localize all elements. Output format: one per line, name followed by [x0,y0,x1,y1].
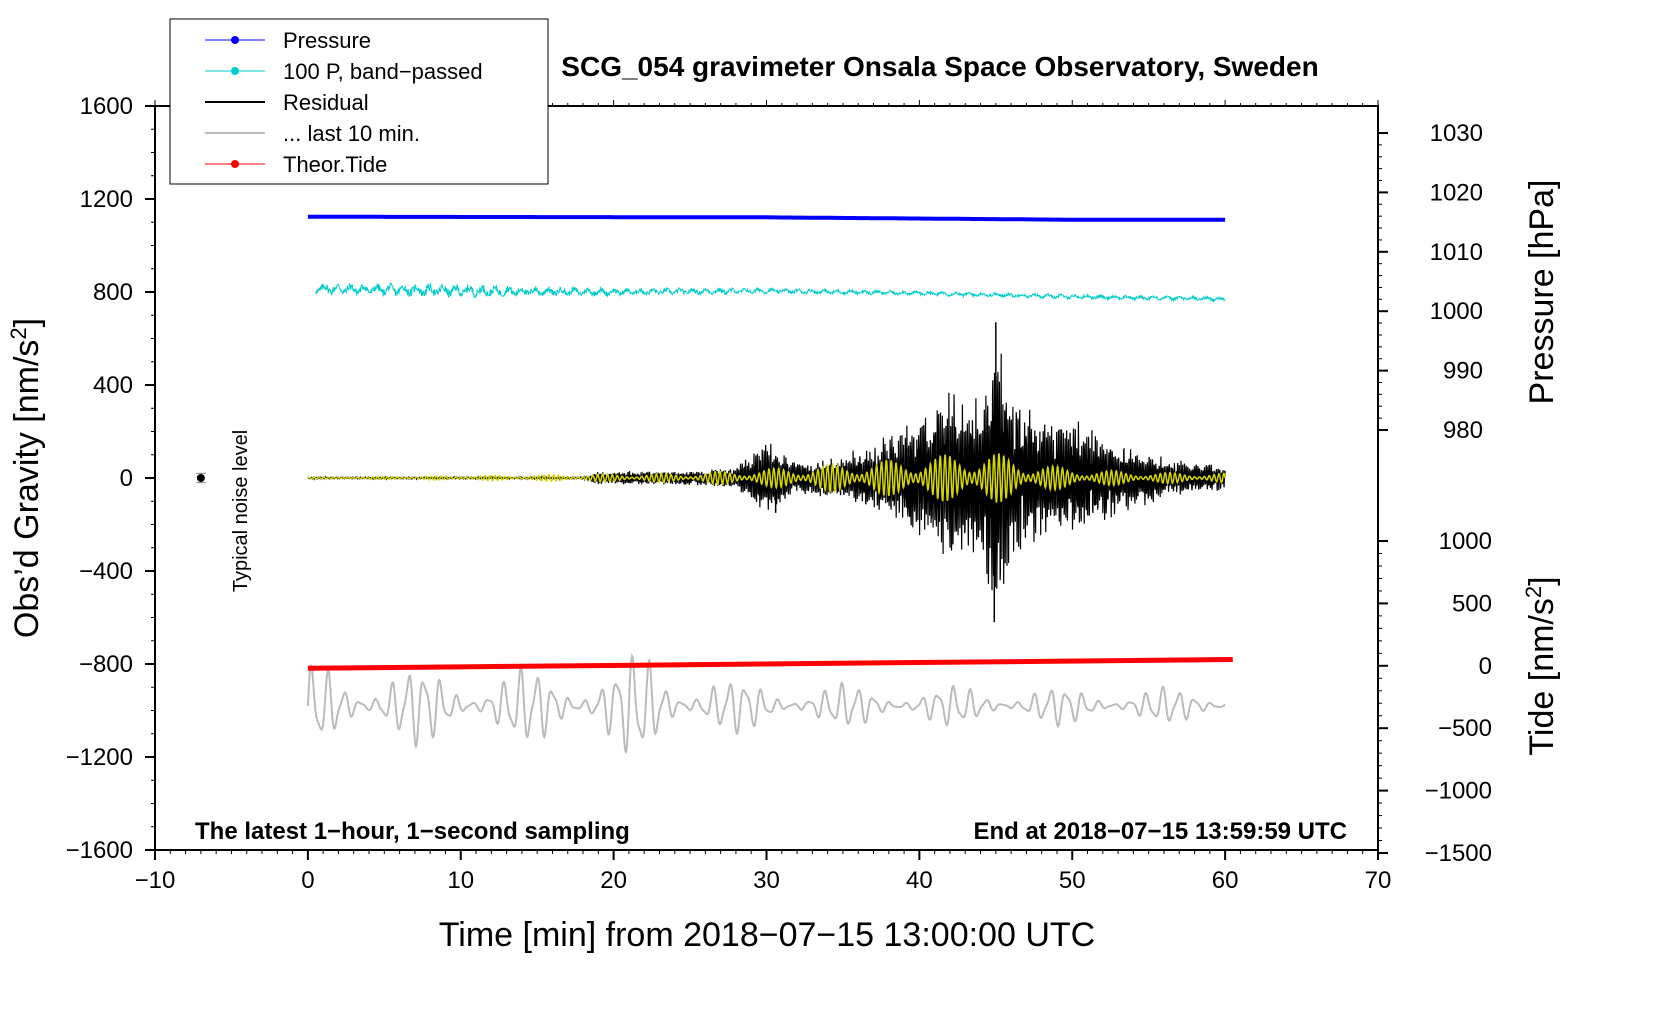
x-tick-label: −10 [135,867,176,894]
series-band-passed [315,281,1226,303]
series-layer [306,214,1233,755]
series-residual-overlay [307,453,1226,503]
noise-level-marker [195,472,206,484]
y-left-tick-label: 0 [120,465,133,492]
y-left-tick-label: 1600 [80,93,133,120]
tide-tick-label: −1500 [1425,840,1492,867]
chart-title: SCG_054 gravimeter Onsala Space Observat… [561,51,1318,82]
x-tick-label: 70 [1365,867,1392,894]
y-left-axis-title-text: Obs’d Gravity [nm/s [8,340,46,639]
legend-marker-band-passed [231,67,239,75]
pressure-tick-label: 1030 [1430,120,1483,147]
y-left-tick-label: 400 [93,372,133,399]
pressure-tick-label: 1020 [1430,179,1483,206]
tide-tick-label: 0 [1479,653,1492,680]
tide-axis-title-close: ] [1523,576,1561,585]
legend-label-theor-tide: Theor.Tide [283,152,387,177]
series-pressure [307,214,1226,222]
legend-label-pressure: Pressure [283,28,371,53]
pressure-tick-label: 980 [1443,417,1483,444]
tide-axis-title-text: Tide [nm/s [1523,598,1561,755]
x-tick-label: 20 [600,867,627,894]
x-tick-label: 40 [906,867,933,894]
y-left-axis-title-close: ] [8,318,46,327]
legend-entry-pressure: Pressure [205,28,371,53]
legend-entry-band-passed: 100 P, band−passed [205,59,483,84]
legend-entry-last-10-min: ... last 10 min. [205,121,420,146]
x-tick-label: 60 [1212,867,1239,894]
y-left-axis-title-sup: 2 [6,327,31,339]
y-left-tick-labels: 1600 1200 800 400 0 −400 −800 −1200 −160… [66,93,133,864]
x-axis-title: Time [min] from 2018−07−15 13:00:00 UTC [439,916,1095,954]
tide-axis-title: Tide [nm/s2] [1521,576,1561,755]
legend-label-band-passed: 100 P, band−passed [283,59,483,84]
legend-marker-pressure [231,36,239,44]
series-theor-tide [307,657,1233,671]
x-tick-labels: −10 0 10 20 30 40 50 60 70 [135,867,1392,894]
tide-tick-label: 1000 [1439,528,1492,555]
y-left-tick-label: 800 [93,279,133,306]
legend-label-last-10-min: ... last 10 min. [283,121,420,146]
pressure-tick-label: 1010 [1430,239,1483,266]
tide-tick-labels: 1000 500 0 −500 −1000 −1500 [1425,528,1492,867]
legend-entry-theor-tide: Theor.Tide [205,152,387,177]
series-last-10-min [306,653,1226,755]
y-left-tick-label: −1600 [66,837,133,864]
pressure-tick-labels: 1030 1020 1010 1000 990 980 [1430,120,1483,444]
sampling-note: The latest 1−hour, 1−second sampling [195,818,630,845]
legend-marker-theor-tide [231,160,239,168]
y-left-tick-label: 1200 [80,186,133,213]
y-left-tick-label: −1200 [66,744,133,771]
noise-point [196,474,205,482]
tide-tick-label: −500 [1438,715,1492,742]
legend-label-residual: Residual [283,90,369,115]
y-left-axis-title: Obs’d Gravity [nm/s2] [6,318,46,638]
x-tick-label: 30 [753,867,780,894]
legend-box [169,18,549,185]
x-tick-label: 10 [447,867,474,894]
tide-axis-title-sup: 2 [1521,586,1546,598]
tide-tick-label: 500 [1452,590,1492,617]
series-residual [307,353,1226,591]
pressure-axis-title: Pressure [hPa] [1523,180,1561,405]
y-left-tick-label: −800 [79,651,133,678]
x-tick-label: 50 [1059,867,1086,894]
y-left-tick-label: −400 [79,558,133,585]
pressure-tick-label: 1000 [1430,298,1483,325]
pressure-tick-label: 990 [1443,358,1483,385]
end-time-note: End at 2018−07−15 13:59:59 UTC [973,818,1347,845]
x-tick-label: 0 [301,867,314,894]
noise-level-label: Typical noise level [230,430,252,592]
legend: Pressure 100 P, band−passed Residual ...… [169,18,549,185]
tide-tick-label: −1000 [1425,778,1492,805]
legend-entry-residual: Residual [205,90,369,115]
tick-marks [145,100,1388,860]
